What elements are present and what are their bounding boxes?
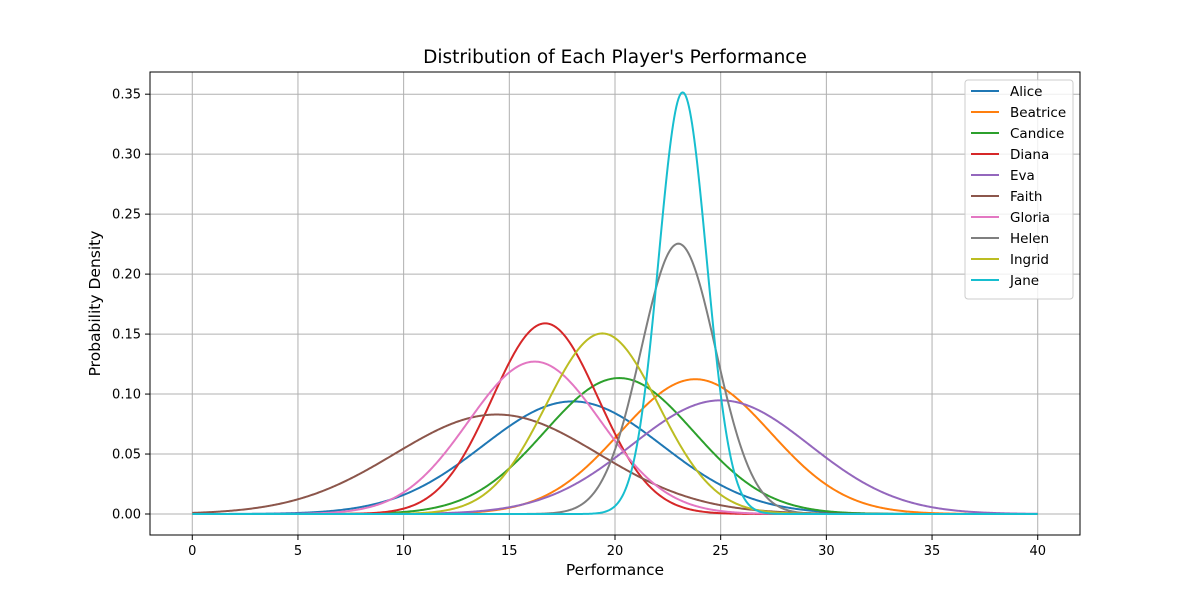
x-tick-label: 15	[501, 544, 518, 559]
x-axis-title: Performance	[566, 561, 664, 579]
legend-label-gloria: Gloria	[1010, 210, 1050, 226]
x-tick-label: 20	[607, 544, 624, 559]
x-tick-label: 35	[924, 544, 941, 559]
x-tick-label: 25	[712, 544, 729, 559]
x-tick-label: 0	[188, 544, 196, 559]
legend-label-faith: Faith	[1010, 189, 1042, 205]
legend-box	[964, 79, 1074, 300]
legend: Alice Beatrice Candice Diana Eva Faith Gloria H…	[964, 79, 1074, 300]
series-lines	[192, 91, 1038, 516]
legend-label-ingrid: Ingrid	[1010, 252, 1049, 268]
y-tick-label: 0.10	[112, 388, 141, 403]
legend-label-jane: Jane	[1009, 273, 1039, 289]
y-tick-label: 0.00	[112, 508, 141, 523]
axis-ticks: 0 5 10 15 20 25 30 35 40 0.00 0.05 0.10 0.15 0.20 0.25…	[112, 88, 1046, 559]
y-tick-label: 0.15	[112, 328, 141, 343]
legend-label-diana: Diana	[1010, 147, 1049, 163]
legend-label-beatrice: Beatrice	[1010, 105, 1066, 121]
x-tick-label: 40	[1029, 544, 1046, 559]
legend-label-helen: Helen	[1010, 231, 1049, 247]
y-tick-label: 0.05	[112, 448, 141, 463]
x-tick-label: 5	[294, 544, 302, 559]
legend-label-candice: Candice	[1010, 126, 1064, 142]
y-tick-label: 0.35	[112, 88, 141, 103]
chart-title: Distribution of Each Player's Performanc…	[423, 47, 807, 68]
y-axis-title: Probability Density	[86, 231, 104, 377]
legend-label-eva: Eva	[1010, 168, 1035, 184]
y-tick-label: 0.25	[112, 208, 141, 223]
y-tick-label: 0.30	[112, 148, 141, 163]
x-tick-label: 30	[818, 544, 835, 559]
legend-label-alice: Alice	[1010, 84, 1042, 100]
y-tick-label: 0.20	[112, 268, 141, 283]
series-line-jane	[192, 91, 1038, 516]
x-tick-label: 10	[395, 544, 412, 559]
